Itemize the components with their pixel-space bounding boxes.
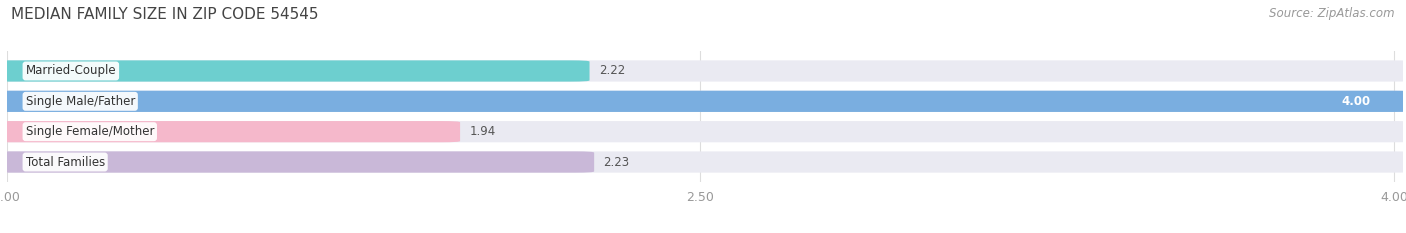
- Text: Single Female/Mother: Single Female/Mother: [25, 125, 155, 138]
- FancyBboxPatch shape: [0, 60, 589, 82]
- Text: Married-Couple: Married-Couple: [25, 65, 117, 78]
- Text: Source: ZipAtlas.com: Source: ZipAtlas.com: [1270, 7, 1395, 20]
- Text: MEDIAN FAMILY SIZE IN ZIP CODE 54545: MEDIAN FAMILY SIZE IN ZIP CODE 54545: [11, 7, 319, 22]
- FancyBboxPatch shape: [0, 151, 595, 173]
- FancyBboxPatch shape: [0, 121, 1406, 142]
- Text: Single Male/Father: Single Male/Father: [25, 95, 135, 108]
- Text: 2.22: 2.22: [599, 65, 626, 78]
- Text: 2.23: 2.23: [603, 155, 630, 168]
- FancyBboxPatch shape: [0, 121, 460, 142]
- Text: 4.00: 4.00: [1341, 95, 1371, 108]
- FancyBboxPatch shape: [0, 60, 1406, 82]
- FancyBboxPatch shape: [0, 91, 1406, 112]
- FancyBboxPatch shape: [0, 151, 1406, 173]
- Text: 1.94: 1.94: [470, 125, 495, 138]
- FancyBboxPatch shape: [0, 91, 1406, 112]
- Text: Total Families: Total Families: [25, 155, 105, 168]
